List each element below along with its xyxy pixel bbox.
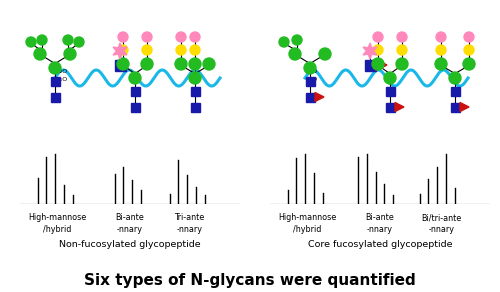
Polygon shape [113, 43, 127, 59]
Text: -nnary: -nnary [428, 225, 454, 234]
Text: /hybrid: /hybrid [43, 225, 72, 234]
Circle shape [397, 45, 407, 55]
Bar [386, 102, 394, 112]
Text: High-mannose: High-mannose [28, 213, 86, 223]
Circle shape [141, 58, 153, 70]
Circle shape [189, 58, 201, 70]
Text: H₁O: H₁O [305, 77, 318, 82]
Text: -nnary: -nnary [176, 225, 203, 234]
Circle shape [176, 32, 186, 42]
Circle shape [74, 37, 84, 47]
Text: H₂O: H₂O [55, 69, 67, 74]
Bar [50, 77, 59, 86]
Circle shape [373, 32, 383, 42]
Circle shape [49, 62, 61, 74]
Bar [306, 77, 314, 86]
Bar [130, 86, 140, 95]
Circle shape [397, 32, 407, 42]
Circle shape [289, 48, 301, 60]
Circle shape [118, 32, 128, 42]
Circle shape [304, 62, 316, 74]
Circle shape [129, 72, 141, 84]
Bar [190, 86, 200, 95]
Text: Non-fucosylated glycopeptide: Non-fucosylated glycopeptide [59, 240, 201, 249]
Bar [386, 86, 394, 95]
Circle shape [37, 35, 47, 45]
Bar [50, 93, 59, 102]
Circle shape [436, 32, 446, 42]
Polygon shape [315, 93, 324, 102]
Circle shape [464, 32, 474, 42]
Text: Bi-ante: Bi-ante [116, 213, 144, 223]
Text: -nnary: -nnary [117, 225, 143, 234]
Text: Six types of N-glycans were quantified: Six types of N-glycans were quantified [84, 274, 416, 288]
Text: H₂O: H₂O [305, 69, 318, 74]
Circle shape [319, 48, 331, 60]
Bar [130, 102, 140, 112]
Circle shape [190, 32, 200, 42]
Circle shape [292, 35, 302, 45]
Circle shape [142, 45, 152, 55]
Circle shape [463, 58, 475, 70]
Circle shape [373, 45, 383, 55]
Circle shape [189, 72, 201, 84]
Circle shape [384, 72, 396, 84]
Bar [190, 102, 200, 112]
Circle shape [190, 45, 200, 55]
Bar [114, 60, 126, 70]
Bar [364, 60, 376, 70]
Circle shape [436, 45, 446, 55]
Text: Core fucosylated glycopeptide: Core fucosylated glycopeptide [308, 240, 452, 249]
Polygon shape [395, 102, 404, 112]
Text: -nnary: -nnary [367, 225, 393, 234]
Text: High-mannose: High-mannose [278, 213, 336, 223]
Text: H₁O: H₁O [55, 77, 67, 82]
Text: /hybrid: /hybrid [293, 225, 322, 234]
Circle shape [142, 32, 152, 42]
Bar [450, 102, 460, 112]
Circle shape [464, 45, 474, 55]
Circle shape [26, 37, 36, 47]
Circle shape [64, 48, 76, 60]
Polygon shape [376, 60, 387, 70]
Text: Bi/tri-ante: Bi/tri-ante [422, 213, 462, 223]
Circle shape [118, 45, 128, 55]
Polygon shape [460, 102, 469, 112]
Polygon shape [363, 43, 377, 59]
Circle shape [63, 35, 73, 45]
Circle shape [117, 58, 129, 70]
Circle shape [34, 48, 46, 60]
Bar [306, 93, 314, 102]
Circle shape [279, 37, 289, 47]
Circle shape [435, 58, 447, 70]
Text: Tri-ante: Tri-ante [174, 213, 204, 223]
Circle shape [176, 45, 186, 55]
Circle shape [203, 58, 215, 70]
Circle shape [449, 72, 461, 84]
Bar [450, 86, 460, 95]
Text: Bi-ante: Bi-ante [366, 213, 394, 223]
Circle shape [396, 58, 408, 70]
Circle shape [175, 58, 187, 70]
Circle shape [372, 58, 384, 70]
